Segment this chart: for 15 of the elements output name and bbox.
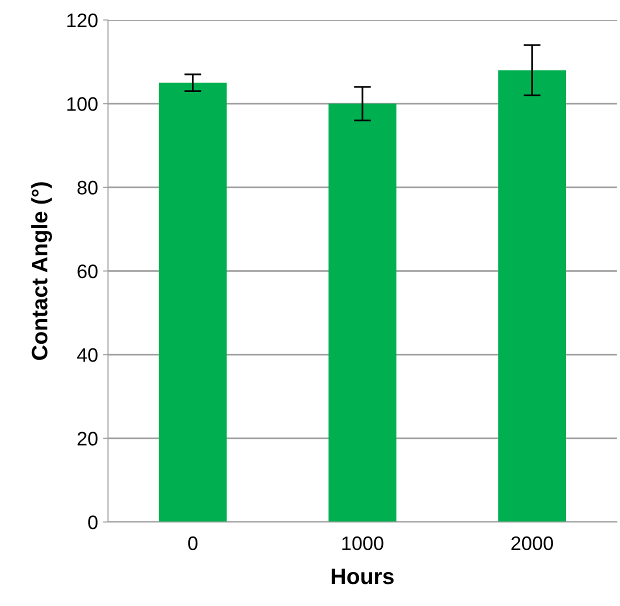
y-tick-label: 60 [78, 264, 98, 278]
y-tick-label: 20 [78, 432, 98, 446]
x-tick-label: 0 [188, 536, 198, 550]
y-tick-label: 100 [67, 97, 98, 111]
bar [328, 104, 396, 522]
bar [498, 70, 566, 522]
y-tick-label: 0 [88, 515, 98, 530]
x-axis-title: Hours [332, 568, 394, 584]
x-tick-label: 1000 [342, 536, 384, 550]
x-tick-label: 2000 [511, 536, 553, 550]
y-axis-title: Contact Angle (°) [31, 182, 52, 360]
bar [158, 82, 227, 522]
y-tick-label: 80 [77, 180, 98, 195]
y-tick-label: 40 [77, 348, 98, 362]
y-tick-label: 120 [67, 13, 98, 28]
